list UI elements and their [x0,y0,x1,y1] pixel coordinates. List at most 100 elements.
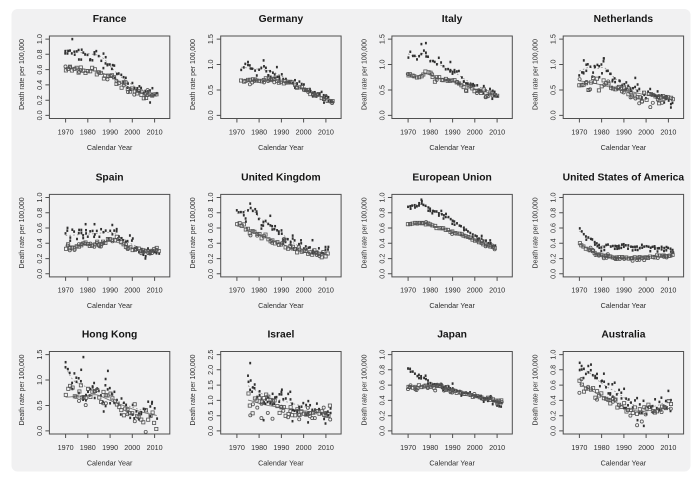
svg-text:Calendar Year: Calendar Year [87,143,133,152]
svg-text:1.0: 1.0 [35,193,44,203]
svg-text:2010: 2010 [318,443,334,452]
svg-text:2010: 2010 [660,286,676,295]
svg-text:Japan: Japan [437,330,467,341]
svg-text:2010: 2010 [489,443,505,452]
svg-text:Germany: Germany [259,14,304,25]
svg-text:Calendar Year: Calendar Year [258,301,304,310]
svg-text:1.0: 1.0 [549,350,558,360]
svg-text:1980: 1980 [251,443,267,452]
svg-text:1.0: 1.0 [35,375,44,385]
svg-text:0.0: 0.0 [549,426,558,436]
svg-text:1990: 1990 [273,443,289,452]
svg-text:0.6: 0.6 [35,65,44,75]
svg-text:1990: 1990 [273,127,289,136]
svg-text:1.5: 1.5 [206,380,215,390]
svg-text:0.0: 0.0 [377,110,386,120]
svg-text:1990: 1990 [616,443,632,452]
svg-text:1980: 1980 [80,443,96,452]
svg-text:1990: 1990 [273,286,289,295]
svg-text:1970: 1970 [571,127,587,136]
svg-text:Calendar Year: Calendar Year [429,458,475,467]
svg-text:0.0: 0.0 [35,110,44,120]
svg-text:0.0: 0.0 [377,269,386,279]
svg-text:2000: 2000 [467,286,483,295]
svg-text:0.4: 0.4 [549,238,558,248]
svg-text:0.2: 0.2 [35,95,44,105]
svg-text:Calendar Year: Calendar Year [87,458,133,467]
svg-text:Death rate per 100,000: Death rate per 100,000 [533,197,540,268]
svg-text:1.0: 1.0 [35,34,44,44]
svg-text:1990: 1990 [102,127,118,136]
svg-text:1.0: 1.0 [377,193,386,203]
svg-text:Death rate per 100,000: Death rate per 100,000 [361,39,368,110]
svg-text:Calendar Year: Calendar Year [258,143,304,152]
svg-text:0.5: 0.5 [377,85,386,95]
svg-text:1970: 1970 [229,286,245,295]
svg-text:0.6: 0.6 [377,223,386,233]
svg-text:1990: 1990 [445,443,461,452]
svg-text:Death rate per 100,000: Death rate per 100,000 [190,354,197,425]
svg-text:0.0: 0.0 [35,426,44,436]
svg-text:Hong Kong: Hong Kong [82,330,137,341]
svg-text:1.0: 1.0 [549,193,558,203]
svg-text:0.2: 0.2 [206,254,215,264]
svg-text:1980: 1980 [80,127,96,136]
svg-text:0.0: 0.0 [206,426,215,436]
svg-text:0.0: 0.0 [206,269,215,279]
svg-text:Israel: Israel [267,330,294,341]
svg-text:Death rate per 100,000: Death rate per 100,000 [361,354,368,425]
svg-text:0.6: 0.6 [206,223,215,233]
svg-text:2010: 2010 [318,127,334,136]
svg-text:0.4: 0.4 [35,80,44,90]
svg-text:2010: 2010 [489,286,505,295]
svg-text:1970: 1970 [400,127,416,136]
svg-text:European Union: European Union [412,173,492,184]
svg-text:0.2: 0.2 [35,254,44,264]
svg-text:Spain: Spain [96,173,124,184]
svg-text:2000: 2000 [467,443,483,452]
svg-text:0.6: 0.6 [549,223,558,233]
svg-text:2000: 2000 [296,443,312,452]
svg-text:0.6: 0.6 [377,380,386,390]
svg-text:Death rate per 100,000: Death rate per 100,000 [190,197,197,268]
svg-text:1980: 1980 [422,127,438,136]
svg-text:1990: 1990 [445,127,461,136]
svg-text:0.4: 0.4 [377,395,386,405]
svg-text:United States of America: United States of America [563,173,685,184]
svg-text:1.0: 1.0 [377,350,386,360]
svg-text:Calendar Year: Calendar Year [601,458,647,467]
svg-text:0.2: 0.2 [549,254,558,264]
svg-text:0.8: 0.8 [206,208,215,218]
svg-text:2000: 2000 [638,286,654,295]
svg-text:1.0: 1.0 [206,193,215,203]
svg-text:0.8: 0.8 [377,208,386,218]
svg-text:0.8: 0.8 [35,49,44,59]
svg-text:1.0: 1.0 [206,60,215,70]
svg-text:0.8: 0.8 [35,208,44,218]
svg-text:Netherlands: Netherlands [594,14,654,25]
svg-text:Death rate per 100,000: Death rate per 100,000 [190,39,197,110]
svg-text:0.8: 0.8 [549,365,558,375]
svg-text:1970: 1970 [58,127,74,136]
svg-text:1970: 1970 [400,443,416,452]
svg-text:Death rate per 100,000: Death rate per 100,000 [361,197,368,268]
svg-text:0.4: 0.4 [35,238,44,248]
svg-text:2000: 2000 [296,286,312,295]
svg-text:2010: 2010 [489,127,505,136]
svg-text:United Kingdom: United Kingdom [241,173,321,184]
svg-text:1980: 1980 [251,127,267,136]
svg-text:0.0: 0.0 [549,269,558,279]
svg-text:0.5: 0.5 [549,85,558,95]
svg-text:1970: 1970 [58,286,74,295]
svg-text:2010: 2010 [660,443,676,452]
svg-text:0.8: 0.8 [377,365,386,375]
svg-text:1.5: 1.5 [377,34,386,44]
svg-text:2010: 2010 [147,127,163,136]
svg-text:1970: 1970 [229,443,245,452]
svg-text:2010: 2010 [147,286,163,295]
svg-text:0.0: 0.0 [549,110,558,120]
svg-text:0.5: 0.5 [35,401,44,411]
svg-text:0.2: 0.2 [377,411,386,421]
svg-text:1980: 1980 [594,443,610,452]
svg-text:1980: 1980 [251,286,267,295]
